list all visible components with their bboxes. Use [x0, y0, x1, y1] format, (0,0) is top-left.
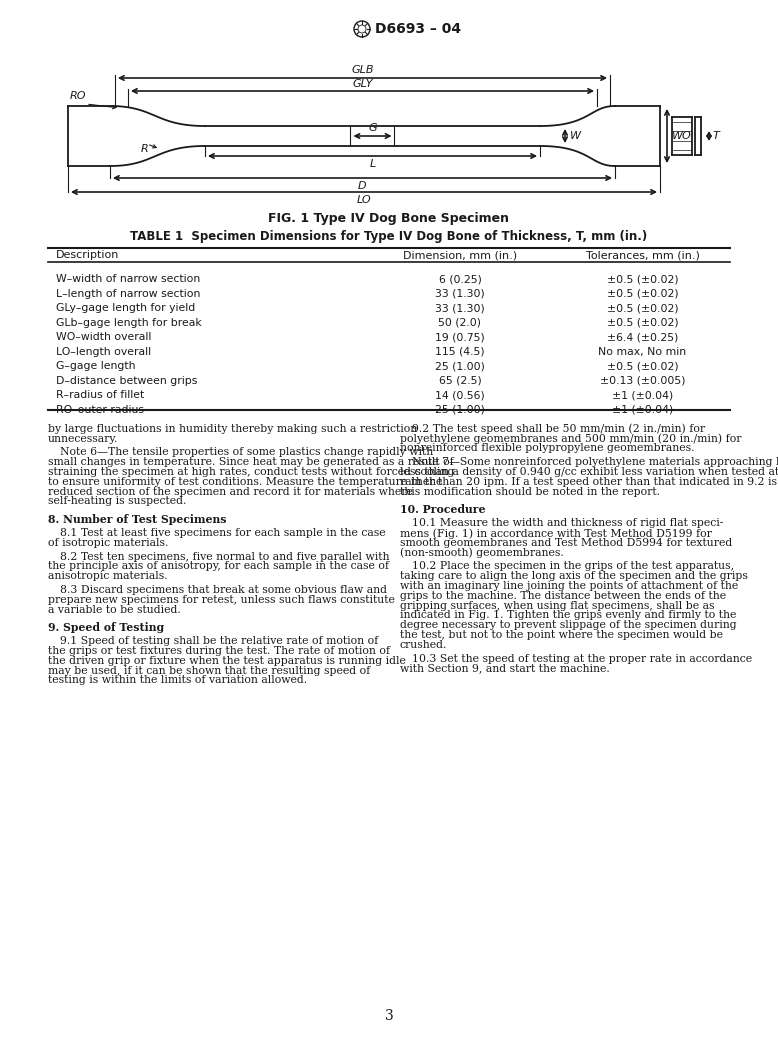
Text: with Section 9, and start the machine.: with Section 9, and start the machine.: [400, 663, 610, 674]
Text: FIG. 1 Type IV Dog Bone Specimen: FIG. 1 Type IV Dog Bone Specimen: [268, 212, 510, 225]
Text: indicated in Fig. 1. Tighten the grips evenly and firmly to the: indicated in Fig. 1. Tighten the grips e…: [400, 610, 736, 620]
Text: ±6.4 (±0.25): ±6.4 (±0.25): [607, 332, 678, 342]
Text: polyethylene geomembranes and 500 mm/min (20 in./min) for: polyethylene geomembranes and 500 mm/min…: [400, 434, 741, 445]
Text: Note 7—Some nonreinforced polyethylene materials approaching but: Note 7—Some nonreinforced polyethylene m…: [412, 457, 778, 467]
Text: anisotropic materials.: anisotropic materials.: [48, 572, 167, 581]
Text: 8.2 Test ten specimens, five normal to and five parallel with: 8.2 Test ten specimens, five normal to a…: [60, 552, 390, 562]
Text: 25 (1.00): 25 (1.00): [435, 361, 485, 372]
Text: G–gage length: G–gage length: [56, 361, 135, 372]
Text: less than a density of 0.940 g/cc exhibit less variation when tested at 2 ipm: less than a density of 0.940 g/cc exhibi…: [400, 467, 778, 477]
Text: 10. Procedure: 10. Procedure: [400, 505, 485, 515]
Text: ±1 (±0.04): ±1 (±0.04): [612, 405, 673, 414]
Text: ±0.5 (±0.02): ±0.5 (±0.02): [607, 275, 678, 284]
Text: prepare new specimens for retest, unless such flaws constitute: prepare new specimens for retest, unless…: [48, 594, 395, 605]
Text: 8.3 Discard specimens that break at some obvious flaw and: 8.3 Discard specimens that break at some…: [60, 585, 387, 595]
Text: Dimension, mm (in.): Dimension, mm (in.): [403, 250, 517, 260]
Text: WO–width overall: WO–width overall: [56, 332, 152, 342]
Text: small changes in temperature. Since heat may be generated as a result of: small changes in temperature. Since heat…: [48, 457, 454, 467]
Text: 33 (1.30): 33 (1.30): [435, 303, 485, 313]
Text: GLb–gage length for break: GLb–gage length for break: [56, 318, 202, 328]
Text: G: G: [368, 123, 377, 133]
Text: L: L: [370, 159, 376, 169]
Text: 10.3 Set the speed of testing at the proper rate in accordance: 10.3 Set the speed of testing at the pro…: [412, 654, 752, 664]
Text: 6 (0.25): 6 (0.25): [439, 275, 482, 284]
Text: self-heating is suspected.: self-heating is suspected.: [48, 497, 187, 507]
Text: 8. Number of Test Specimens: 8. Number of Test Specimens: [48, 514, 226, 526]
Text: gripping surfaces, when using flat specimens, shall be as: gripping surfaces, when using flat speci…: [400, 601, 714, 611]
Text: may be used, if it can be shown that the resulting speed of: may be used, if it can be shown that the…: [48, 665, 370, 676]
Text: 9. Speed of Testing: 9. Speed of Testing: [48, 623, 164, 634]
Text: the grips or test fixtures during the test. The rate of motion of: the grips or test fixtures during the te…: [48, 646, 390, 656]
Text: 8.1 Test at least five specimens for each sample in the case: 8.1 Test at least five specimens for eac…: [60, 528, 386, 538]
Text: a variable to be studied.: a variable to be studied.: [48, 605, 180, 614]
Text: RO–outer radius: RO–outer radius: [56, 405, 144, 414]
Text: Description: Description: [56, 250, 119, 260]
Text: ±0.5 (±0.02): ±0.5 (±0.02): [607, 318, 678, 328]
Text: taking care to align the long axis of the specimen and the grips: taking care to align the long axis of th…: [400, 572, 748, 581]
Text: GLY: GLY: [352, 79, 373, 88]
Text: D–distance between grips: D–distance between grips: [56, 376, 198, 386]
Text: GLB: GLB: [351, 65, 373, 75]
Text: nonreinforced flexible polypropylene geomembranes.: nonreinforced flexible polypropylene geo…: [400, 443, 695, 454]
Text: W–width of narrow section: W–width of narrow section: [56, 275, 200, 284]
Text: ±0.5 (±0.02): ±0.5 (±0.02): [607, 303, 678, 313]
Text: grips to the machine. The distance between the ends of the: grips to the machine. The distance betwe…: [400, 591, 726, 601]
Text: the driven grip or fixture when the test apparatus is running idle: the driven grip or fixture when the test…: [48, 656, 406, 666]
Text: (non-smooth) geomembranes.: (non-smooth) geomembranes.: [400, 548, 564, 558]
Text: 10.2 Place the specimen in the grips of the test apparatus,: 10.2 Place the specimen in the grips of …: [412, 561, 734, 572]
Text: crushed.: crushed.: [400, 640, 447, 650]
Text: testing is within the limits of variation allowed.: testing is within the limits of variatio…: [48, 676, 307, 686]
Text: 50 (2.0): 50 (2.0): [439, 318, 482, 328]
Text: this modification should be noted in the report.: this modification should be noted in the…: [400, 487, 660, 497]
Text: RO: RO: [70, 91, 86, 101]
Text: by large fluctuations in humidity thereby making such a restriction: by large fluctuations in humidity thereb…: [48, 424, 417, 434]
Text: LO–length overall: LO–length overall: [56, 347, 151, 357]
Text: D6693 – 04: D6693 – 04: [375, 22, 461, 36]
Text: L–length of narrow section: L–length of narrow section: [56, 288, 201, 299]
Text: with an imaginary line joining the points of attachment of the: with an imaginary line joining the point…: [400, 581, 738, 591]
Text: ±1 (±0.04): ±1 (±0.04): [612, 390, 673, 401]
Text: 3: 3: [384, 1009, 394, 1023]
Text: 9.2 The test speed shall be 50 mm/min (2 in./min) for: 9.2 The test speed shall be 50 mm/min (2…: [412, 424, 705, 434]
Text: reduced section of the specimen and record it for materials where: reduced section of the specimen and reco…: [48, 487, 413, 497]
Text: WO: WO: [672, 131, 692, 141]
Text: the test, but not to the point where the specimen would be: the test, but not to the point where the…: [400, 630, 723, 640]
Text: R–radius of fillet: R–radius of fillet: [56, 390, 144, 401]
Text: GLy–gage length for yield: GLy–gage length for yield: [56, 303, 195, 313]
Text: 14 (0.56): 14 (0.56): [435, 390, 485, 401]
Text: mens (Fig. 1) in accordance with Test Method D5199 for: mens (Fig. 1) in accordance with Test Me…: [400, 528, 712, 538]
Text: T: T: [713, 131, 720, 141]
Text: unnecessary.: unnecessary.: [48, 434, 118, 443]
Text: ±0.5 (±0.02): ±0.5 (±0.02): [607, 288, 678, 299]
Text: degree necessary to prevent slippage of the specimen during: degree necessary to prevent slippage of …: [400, 620, 737, 630]
Text: TABLE 1  Specimen Dimensions for Type IV Dog Bone of Thickness, T, mm (in.): TABLE 1 Specimen Dimensions for Type IV …: [131, 230, 647, 243]
Text: 10.1 Measure the width and thickness of rigid flat speci-: 10.1 Measure the width and thickness of …: [412, 518, 724, 528]
Text: straining the specimen at high rates, conduct tests without forced cooling: straining the specimen at high rates, co…: [48, 467, 454, 477]
Text: 25 (1.00): 25 (1.00): [435, 405, 485, 414]
Text: 115 (4.5): 115 (4.5): [435, 347, 485, 357]
Text: Tolerances, mm (in.): Tolerances, mm (in.): [586, 250, 699, 260]
Text: 33 (1.30): 33 (1.30): [435, 288, 485, 299]
Text: LO: LO: [356, 195, 371, 205]
Text: rather than 20 ipm. If a test speed other than that indicated in 9.2 is used,: rather than 20 ipm. If a test speed othe…: [400, 477, 778, 487]
Text: smooth geomembranes and Test Method D5994 for textured: smooth geomembranes and Test Method D599…: [400, 538, 732, 548]
Text: Note 6—The tensile properties of some plastics change rapidly with: Note 6—The tensile properties of some pl…: [60, 448, 433, 457]
Text: 19 (0.75): 19 (0.75): [435, 332, 485, 342]
Text: of isotropic materials.: of isotropic materials.: [48, 538, 168, 548]
Text: the principle axis of anisotropy, for each sample in the case of: the principle axis of anisotropy, for ea…: [48, 561, 389, 572]
Text: W: W: [570, 131, 581, 141]
Text: ±0.13 (±0.005): ±0.13 (±0.005): [600, 376, 685, 386]
Text: D: D: [358, 181, 366, 191]
Text: to ensure uniformity of test conditions. Measure the temperature in the: to ensure uniformity of test conditions.…: [48, 477, 443, 487]
Text: 9.1 Speed of testing shall be the relative rate of motion of: 9.1 Speed of testing shall be the relati…: [60, 636, 378, 646]
Text: R: R: [141, 144, 149, 154]
Text: No max, No min: No max, No min: [598, 347, 686, 357]
Text: 65 (2.5): 65 (2.5): [439, 376, 482, 386]
Text: ±0.5 (±0.02): ±0.5 (±0.02): [607, 361, 678, 372]
